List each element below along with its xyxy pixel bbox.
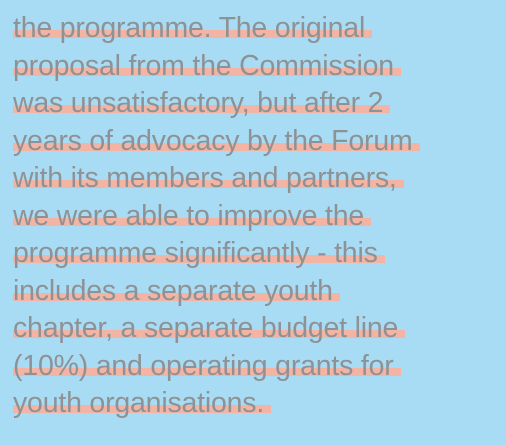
text-line: we were able to improve the	[13, 198, 506, 236]
highlighted-text: youth organisations.	[13, 387, 272, 419]
text-line: programme significantly - this	[13, 235, 506, 273]
highlighted-text: with its members and partners,	[13, 162, 404, 194]
text-line: (10%) and operating grants for	[13, 348, 506, 386]
text-line: with its members and partners,	[13, 160, 506, 198]
text-line: chapter, a separate budget line	[13, 310, 506, 348]
text-line: the programme. The original	[13, 10, 506, 48]
text-line: proposal from the Commission	[13, 48, 506, 86]
text-line: was unsatisfactory, but after 2	[13, 85, 506, 123]
highlighted-text: includes a separate youth	[13, 274, 340, 307]
highlighted-text: programme significantly - this	[13, 237, 385, 269]
text-line: includes a separate youth	[13, 273, 506, 311]
highlighted-text: was unsatisfactory, but after 2	[13, 87, 391, 119]
highlighted-text: we were able to improve the	[13, 199, 372, 232]
text-line: youth organisations.	[13, 385, 506, 423]
highlighted-text: years of advocacy by the Forum	[13, 124, 420, 157]
highlighted-text: chapter, a separate budget line	[13, 312, 406, 344]
highlighted-text: (10%) and operating grants for	[13, 349, 401, 382]
text-line: years of advocacy by the Forum	[13, 123, 506, 161]
highlighted-text: proposal from the Commission	[13, 49, 401, 82]
highlighted-text: the programme. The original	[13, 12, 373, 44]
